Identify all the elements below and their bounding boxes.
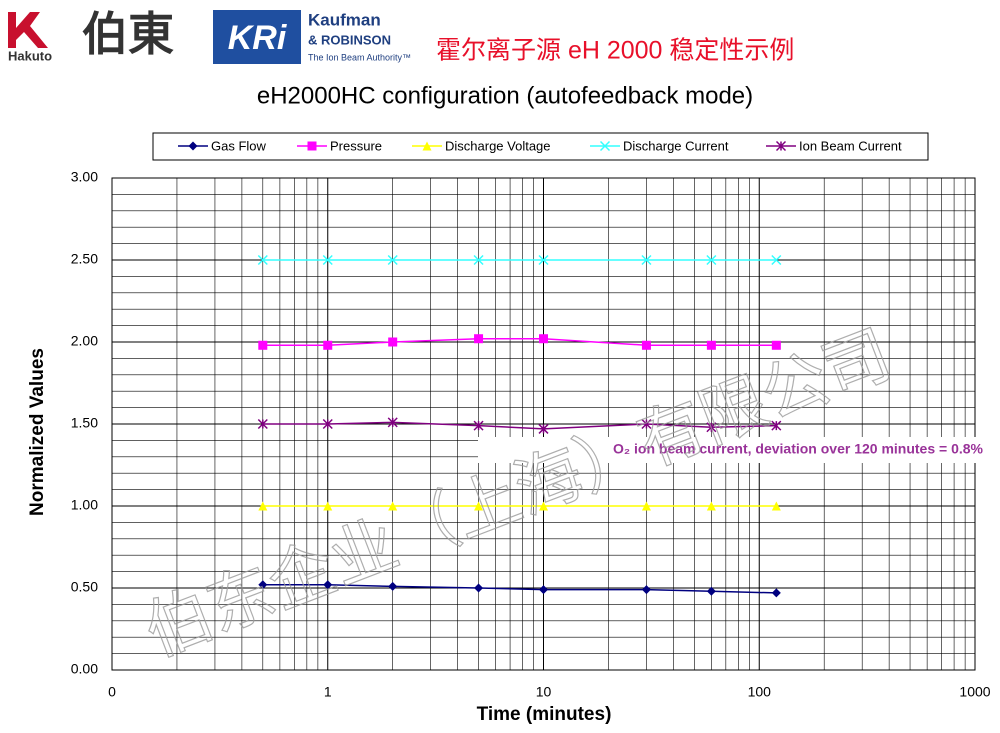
annotation: O₂ ion beam current, deviation over 120 … xyxy=(613,441,984,457)
kri-logo xyxy=(213,10,301,64)
chart-title: eH2000HC configuration (autofeedback mod… xyxy=(257,82,753,109)
marker xyxy=(473,254,484,266)
x-tick-label: 1 xyxy=(324,684,332,700)
legend-label: Discharge Current xyxy=(623,138,729,153)
marker xyxy=(539,334,548,344)
y-tick-label: 0.00 xyxy=(71,661,98,677)
marker xyxy=(539,501,548,511)
marker xyxy=(641,340,651,350)
hakuto-text: Hakuto xyxy=(8,48,52,63)
marker xyxy=(257,418,268,430)
y-tick-label: 1.00 xyxy=(71,497,98,513)
marker xyxy=(388,337,398,347)
x-tick-label: 1000 xyxy=(959,684,990,700)
marker xyxy=(771,588,781,598)
legend-label: Pressure xyxy=(330,138,382,153)
marker xyxy=(323,501,333,511)
y-tick-label: 3.00 xyxy=(71,169,98,185)
hakuto-logo xyxy=(8,12,48,48)
marker xyxy=(539,585,548,595)
x-axis-label: Time (minutes) xyxy=(477,704,612,725)
kaufman: Kaufman xyxy=(308,10,381,29)
robinson: & ROBINSON xyxy=(308,32,391,47)
marker xyxy=(258,580,268,590)
marker xyxy=(641,418,652,430)
marker xyxy=(387,417,398,428)
marker xyxy=(538,254,549,266)
marker xyxy=(706,586,716,596)
marker xyxy=(257,254,268,266)
marker xyxy=(706,340,716,350)
legend-label: Discharge Voltage xyxy=(445,138,551,153)
y-tick-label: 2.00 xyxy=(71,333,98,349)
marker xyxy=(388,581,398,591)
hakuto-cn: 伯東 xyxy=(82,8,174,60)
marker xyxy=(474,501,484,511)
legend-label: Gas Flow xyxy=(211,138,267,153)
marker xyxy=(641,254,652,266)
legend-box xyxy=(152,132,929,161)
marker xyxy=(641,585,651,595)
marker xyxy=(474,334,484,344)
marker xyxy=(706,422,717,433)
marker xyxy=(771,501,781,511)
marker xyxy=(771,420,782,431)
legend-marker xyxy=(422,141,432,151)
legend-label: Ion Beam Current xyxy=(799,138,902,153)
marker xyxy=(322,418,333,430)
marker xyxy=(387,254,398,266)
x-tick-label: 100 xyxy=(748,684,772,700)
legend-marker xyxy=(775,140,787,152)
y-tick-label: 2.50 xyxy=(71,251,98,267)
marker xyxy=(323,580,333,590)
marker xyxy=(323,340,333,350)
y-tick-label: 0.50 xyxy=(71,579,98,595)
marker xyxy=(258,501,268,511)
series-line xyxy=(262,583,777,594)
marker xyxy=(771,340,781,350)
tagline: The Ion Beam Authority™ xyxy=(308,52,411,62)
y-axis-label: Normalized Values xyxy=(27,348,48,516)
y-tick-label: 1.50 xyxy=(71,415,98,431)
legend-marker xyxy=(599,140,611,152)
marker xyxy=(258,340,268,350)
x-tick-label: 0 xyxy=(108,684,116,700)
marker xyxy=(474,583,484,593)
marker xyxy=(388,501,398,511)
marker xyxy=(641,501,651,511)
title-cn: 霍尔离子源 eH 2000 稳定性示例 xyxy=(436,37,794,65)
legend-marker xyxy=(307,141,317,151)
marker xyxy=(473,420,484,431)
marker xyxy=(771,254,782,266)
plot: 0.00 0.50 1.00 1.50 2.00 2.50 3.00 0 1 10 100 1000 xyxy=(71,169,991,700)
series-line xyxy=(262,421,777,430)
legend-marker xyxy=(188,141,198,151)
marker xyxy=(706,254,717,266)
marker xyxy=(322,254,333,266)
x-tick-label: 10 xyxy=(536,684,552,700)
marker xyxy=(538,423,549,434)
kri-text: KRi xyxy=(228,19,288,57)
marker xyxy=(706,501,716,511)
series-line xyxy=(262,337,777,347)
annotation-box xyxy=(478,437,990,463)
